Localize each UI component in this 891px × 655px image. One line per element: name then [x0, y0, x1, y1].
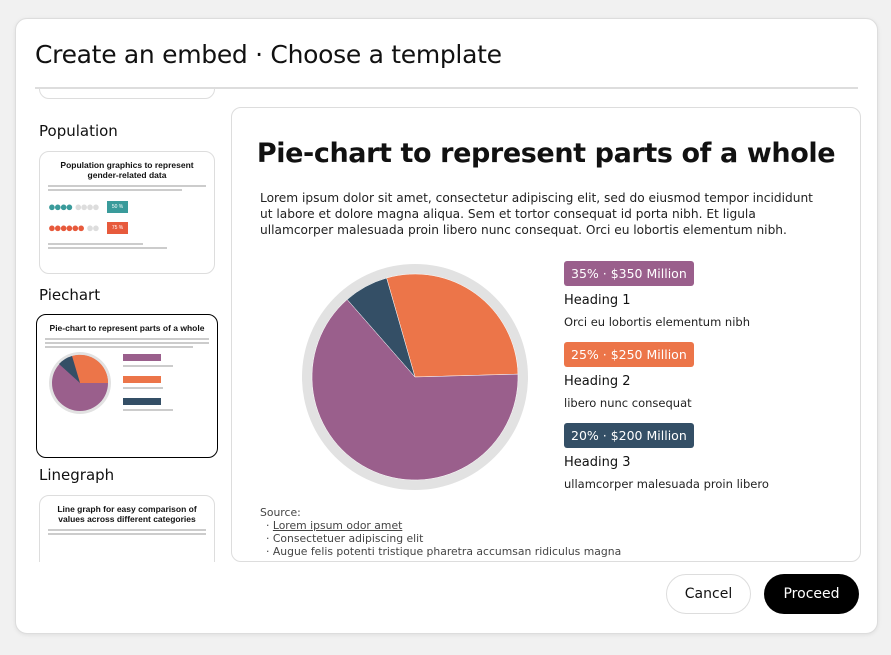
- source-link[interactable]: Lorem ipsum odor amet: [272, 519, 403, 532]
- source-label: Source:: [260, 506, 301, 519]
- people-icon: ●●●●: [48, 199, 73, 214]
- legend-desc: libero nunc consequat: [564, 396, 692, 410]
- cancel-button[interactable]: Cancel: [666, 574, 751, 614]
- source-item: Augue felis potenti tristique pharetra a…: [260, 545, 621, 558]
- legend-desc: ullamcorper malesuada proin libero: [564, 477, 769, 491]
- legend-desc: Orci eu lobortis elementum nibh: [564, 315, 751, 329]
- legend-heading: Heading 3: [564, 455, 631, 470]
- pie-slice: [346, 277, 416, 378]
- template-thumb-previous[interactable]: [39, 89, 215, 99]
- people-icon: ●●●●●●: [48, 220, 85, 235]
- create-embed-modal: Create an embed · Choose a template Popu…: [15, 18, 878, 634]
- legend-item: 20% · $200 Million Heading 3 ullamcorper…: [564, 423, 769, 491]
- thumb-title: Line graph for easy comparison of values…: [57, 504, 197, 524]
- proceed-button[interactable]: Proceed: [764, 574, 859, 614]
- thumb-badge: 75 %: [106, 221, 129, 234]
- pie-slice: [311, 299, 519, 481]
- template-thumb-linegraph[interactable]: Line graph for easy comparison of values…: [39, 495, 215, 562]
- thumb-title: Population graphics to represent gender-…: [60, 160, 194, 180]
- value-badge: 20% · $200 Million: [564, 423, 694, 448]
- value-badge: 35% · $350 Million: [564, 261, 694, 286]
- section-label-linegraph: Linegraph: [39, 466, 115, 484]
- preview-intro: Lorem ipsum dolor sit amet, consectetur …: [260, 191, 813, 237]
- thumb-title: Pie-chart to represent parts of a whole: [49, 323, 205, 333]
- pie-slice: [386, 273, 519, 378]
- template-thumb-piechart[interactable]: Pie-chart to represent parts of a whole: [36, 314, 218, 458]
- pie-chart: [302, 264, 528, 490]
- legend-item: 25% · $250 Million Heading 2 libero nunc…: [564, 342, 769, 423]
- template-preview[interactable]: Pie-chart to represent parts of a whole …: [231, 107, 861, 562]
- thumb-pie: [49, 352, 173, 414]
- legend-item: 35% · $350 Million Heading 1 Orci eu lob…: [564, 261, 769, 342]
- thumb-badge: 50 %: [106, 200, 129, 213]
- source-item: Consectetuer adipiscing elit: [260, 532, 621, 545]
- preview-title: Pie-chart to represent parts of a whole: [256, 138, 836, 169]
- legend-heading: Heading 1: [564, 293, 631, 308]
- legend: 35% · $350 Million Heading 1 Orci eu lob…: [564, 261, 769, 491]
- template-thumb-population[interactable]: Population graphics to represent gender-…: [39, 151, 215, 274]
- section-label-population: Population: [39, 122, 118, 140]
- template-list[interactable]: Population Population graphics to repres…: [35, 89, 220, 562]
- divider: [35, 87, 858, 89]
- section-label-piechart: Piechart: [39, 286, 101, 304]
- sources: Source: Lorem ipsum odor amet Consectetu…: [260, 506, 621, 558]
- legend-heading: Heading 2: [564, 374, 631, 389]
- value-badge: 25% · $250 Million: [564, 342, 694, 367]
- modal-title: Create an embed · Choose a template: [35, 40, 502, 69]
